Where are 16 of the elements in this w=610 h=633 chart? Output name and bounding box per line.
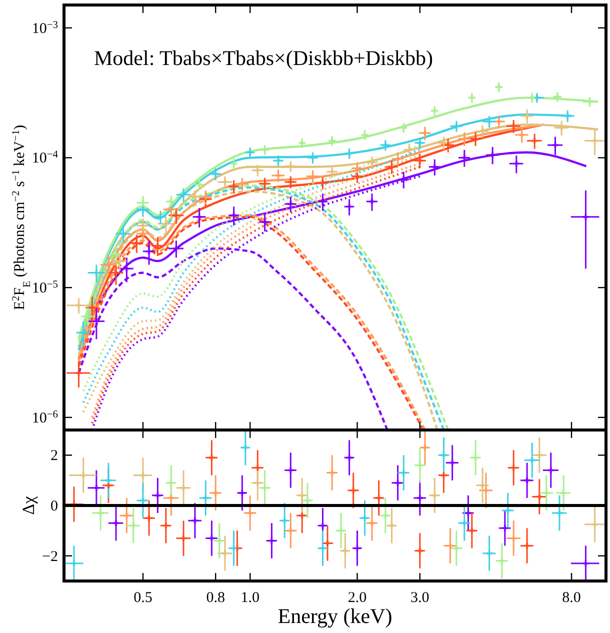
x-tick-label: 3.0: [410, 590, 430, 606]
x-tick-label: 2.0: [348, 590, 367, 606]
annotation: Model: Tbabs×Tbabs×(Diskbb+Diskbb): [94, 46, 434, 70]
y-tick-label: 0: [50, 498, 58, 514]
x-tick-label: 0.5: [134, 590, 152, 606]
y-axis-title: Δχ: [19, 496, 38, 515]
x-tick-label: 0.8: [206, 590, 225, 606]
y-tick-label: 2: [50, 448, 58, 464]
y-tick-label: 10$^{−4}$: [32, 149, 59, 167]
y-tick-label: 10$^{−6}$: [32, 408, 58, 426]
y-tick-label: −2: [42, 548, 58, 565]
x-tick-label: 1.0: [240, 590, 260, 606]
x-axis-title: Energy (keV): [278, 604, 392, 628]
x-tick-label: 8.0: [562, 590, 581, 606]
y-tick-label: 10$^{−5}$: [32, 279, 58, 297]
y-tick-label: 10$^{−3}$: [32, 19, 58, 37]
